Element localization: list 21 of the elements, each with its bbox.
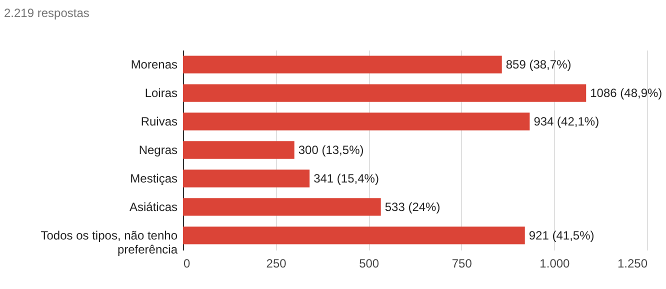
x-tick-label: 0 [184,256,190,270]
data-label: 341 (15,4%) [314,171,379,186]
y-tick-label: Loiras [144,86,178,100]
x-tick-label: 750 [452,256,472,270]
x-tick-label: 1.000 [540,256,570,270]
x-tick-label: 1.250 [617,256,648,270]
data-label: 859 (38,7%) [506,58,572,72]
data-label: 934 (42,1%) [534,114,600,129]
data-label: 533 (24%) [384,200,440,214]
data-label: 300 (13,5%) [298,143,364,157]
y-tick-label: Ruivas [140,114,178,129]
y-tick-label: Negras [138,143,178,157]
text: 2.219 respostas [4,6,90,20]
y-tick-label: Todos os tipos, não tenho preferência [40,228,178,256]
x-tick-label: 250 [266,256,287,270]
data-label: 1086 (48,9%) [590,86,662,100]
y-tick-label: Mestiças [130,171,178,186]
y-tick-label: Asiáticas [129,200,178,214]
y-tick-label: Morenas [130,58,178,72]
data-label: 921 (41,5%) [528,228,594,242]
x-tick-label: 500 [359,256,380,270]
